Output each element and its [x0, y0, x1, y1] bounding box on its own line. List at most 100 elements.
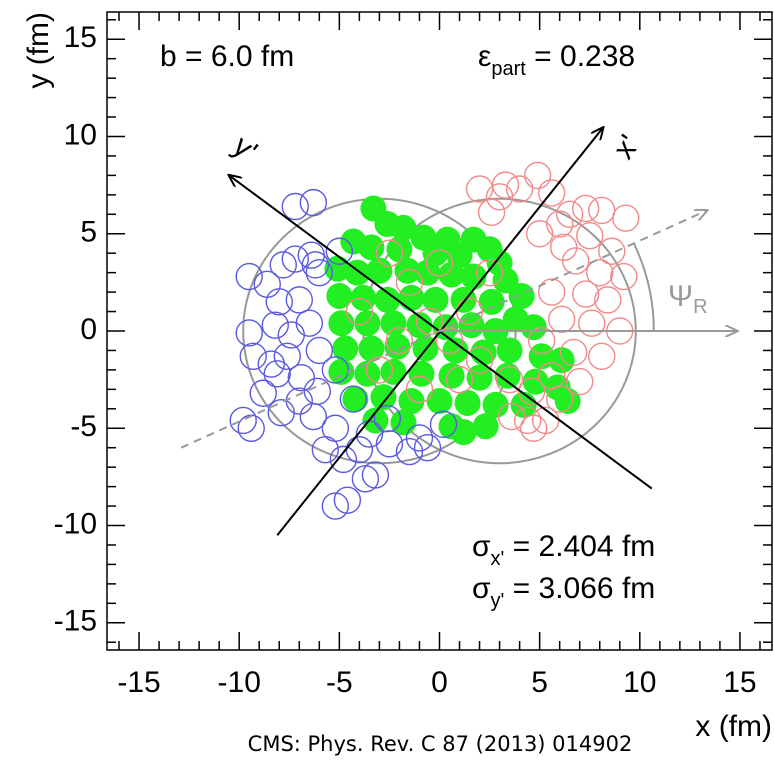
- nucleon: [267, 398, 295, 427]
- nucleon: [329, 445, 358, 474]
- nucleon: [492, 267, 519, 294]
- nucleon: [562, 247, 590, 275]
- nucleon: [527, 327, 556, 355]
- nucleon: [321, 356, 350, 384]
- nucleon: [361, 461, 390, 489]
- nucleon: [301, 251, 330, 279]
- nucleon: [239, 342, 267, 370]
- nucleon: [438, 261, 465, 288]
- nucleon: [414, 259, 441, 286]
- nucleon: [339, 385, 368, 413]
- nucleon: [586, 258, 614, 287]
- nucleon: [485, 183, 514, 211]
- nucleon: [325, 237, 354, 265]
- nucleon: [305, 336, 334, 365]
- nucleon: [435, 327, 464, 355]
- x-tick-label: 15: [723, 666, 756, 699]
- nucleon: [362, 407, 389, 434]
- nucleon: [370, 384, 397, 411]
- eccentricity: εpart = 0.238: [478, 40, 635, 80]
- nucleon: [477, 198, 506, 227]
- x-prime-label: x': [607, 129, 646, 165]
- y-prime-label: y': [227, 129, 264, 168]
- nucleon: [445, 365, 474, 394]
- nucleon: [560, 338, 588, 367]
- nucleon: [588, 196, 616, 225]
- nucleon: [326, 282, 353, 309]
- nucleon: [547, 305, 576, 334]
- nucleon: [385, 327, 414, 355]
- nucleon: [235, 319, 263, 347]
- nucleon: [295, 309, 324, 337]
- nucleon: [358, 335, 385, 362]
- nucleon: [375, 239, 404, 267]
- nucleon: [229, 406, 257, 435]
- y-tick-label: 15: [64, 21, 97, 54]
- nucleon: [257, 350, 285, 378]
- nucleon: [358, 234, 385, 261]
- nucleon: [374, 286, 401, 313]
- nucleon: [519, 414, 548, 442]
- impact-parameter: b = 6.0 fm: [160, 40, 294, 73]
- nucleon: [269, 251, 297, 279]
- nucleon: [365, 356, 394, 384]
- nucleon: [517, 377, 546, 405]
- y-tick-label: 10: [64, 118, 97, 151]
- nucleon: [395, 437, 424, 466]
- y-tick-label: 0: [80, 313, 97, 346]
- x-tick-label: -15: [117, 666, 160, 699]
- value: = 0.238: [526, 40, 635, 73]
- nucleon: [287, 363, 315, 392]
- nucleon: [520, 314, 547, 341]
- sigma-x: σx' = 2.404 fm: [472, 530, 655, 570]
- nucleon: [508, 282, 535, 309]
- nucleon: [366, 257, 393, 284]
- nucleon: [328, 310, 355, 337]
- nucleon: [576, 221, 604, 250]
- nucleon: [273, 342, 301, 370]
- nucleon: [454, 389, 481, 416]
- nucleon: [438, 362, 465, 389]
- value: = 2.404 fm: [504, 530, 655, 563]
- psi-label: ΨR: [668, 280, 708, 318]
- nucleon: [342, 386, 369, 413]
- nucleon: [458, 312, 485, 339]
- nucleon: [395, 268, 424, 297]
- nucleon: [321, 492, 350, 520]
- x-tick-label: 0: [431, 666, 448, 699]
- nucleon: [249, 379, 277, 407]
- nucleon: [299, 188, 328, 217]
- nucleon: [345, 297, 374, 326]
- nucleon: [588, 342, 616, 370]
- symbol: σ: [472, 572, 491, 605]
- nucleon: [505, 175, 534, 203]
- nucleon: [548, 347, 575, 374]
- nucleon: [425, 249, 454, 277]
- nucleon: [406, 312, 433, 339]
- nucleon: [460, 263, 487, 290]
- y-tick-label: -5: [70, 410, 97, 443]
- x-tick-label: 10: [623, 666, 656, 699]
- nucleon: [610, 262, 638, 291]
- nucleon: [572, 280, 600, 308]
- nucleon: [413, 434, 442, 462]
- nucleon: [537, 179, 566, 207]
- subscript: y': [491, 590, 505, 612]
- nucleon: [612, 204, 640, 232]
- y-tick-label: -10: [54, 507, 97, 540]
- nucleon: [478, 288, 505, 315]
- nucleon: [496, 337, 523, 364]
- nucleon: [333, 486, 362, 514]
- nucleon: [285, 286, 313, 314]
- nucleon: [531, 406, 560, 435]
- nucleon: [405, 375, 434, 404]
- nucleon: [554, 388, 581, 415]
- nucleon: [578, 309, 606, 337]
- subscript: x': [491, 548, 505, 570]
- nucleon: [472, 413, 499, 440]
- nucleon: [422, 286, 449, 313]
- nucleon: [545, 210, 574, 238]
- nucleon: [545, 385, 574, 413]
- citation: CMS: Phys. Rev. C 87 (2013) 014902: [248, 732, 633, 756]
